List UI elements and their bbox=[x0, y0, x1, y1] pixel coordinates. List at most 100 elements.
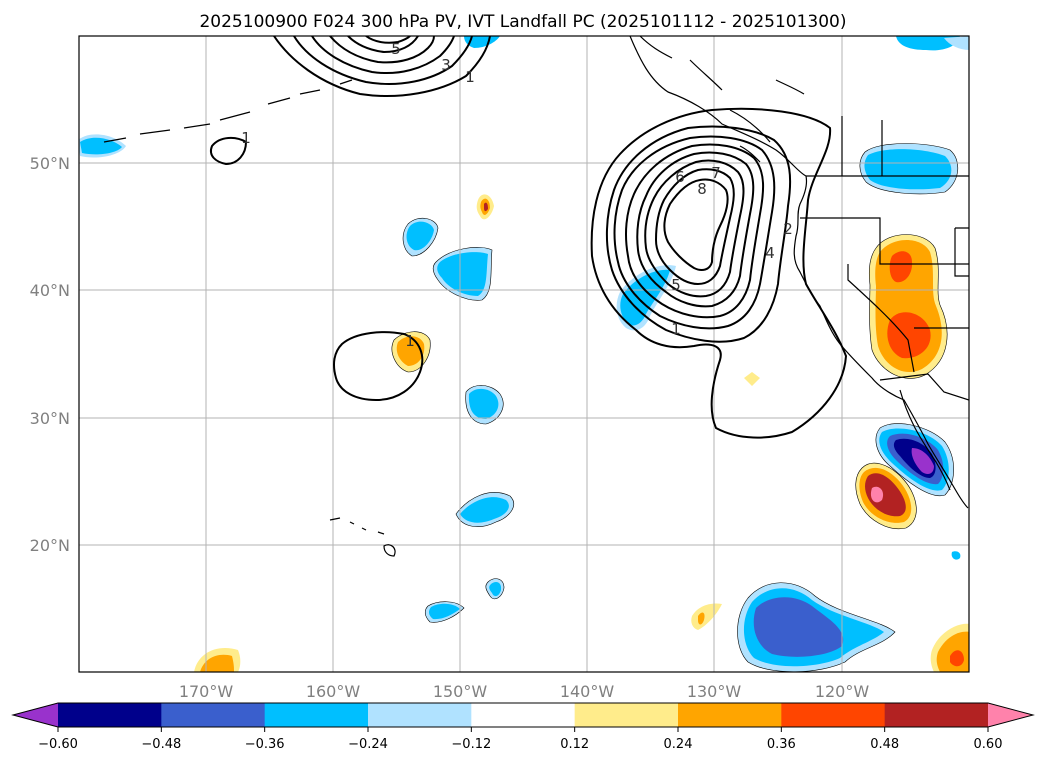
pv-label-1-west: 1 bbox=[241, 129, 251, 147]
border-states-1 bbox=[800, 217, 969, 265]
ivt-region-neg-baja-peak bbox=[911, 448, 934, 474]
chart-title: 2025100900 F024 300 hPa PV, IVT Landfall… bbox=[199, 12, 846, 32]
pv-contour-north-5 bbox=[347, 36, 419, 54]
ivt-outline-baja bbox=[875, 423, 954, 497]
pv-label-1-north: 1 bbox=[465, 68, 475, 86]
pv-contour-loop-small bbox=[210, 136, 248, 166]
ivt-region-neg-d-core bbox=[460, 497, 509, 523]
coastline-baja bbox=[899, 389, 951, 491]
ivt-region-neg-a-core bbox=[406, 221, 434, 251]
ivt-region-neg-top1-edge bbox=[944, 36, 969, 50]
coastlines bbox=[103, 36, 969, 557]
pv-contour-north-3 bbox=[311, 36, 455, 74]
ivt-region-neg-south-core bbox=[753, 597, 844, 657]
pv-label-1-east: 1 bbox=[671, 320, 681, 338]
ivt-region-pos-ca-core1 bbox=[889, 251, 913, 283]
y-tick-labels: 50°N 40°N 30°N 20°N bbox=[30, 154, 70, 555]
pv-contour-labels: 1 1 1 2 4 5 6 7 8 3 1 5 bbox=[241, 40, 793, 350]
ivt-outline-a bbox=[402, 217, 439, 257]
pv-contours bbox=[210, 36, 848, 439]
colorbar-segment bbox=[781, 703, 886, 727]
pv-label-7: 7 bbox=[711, 164, 721, 182]
colorbar-tick-label: 0.36 bbox=[767, 737, 796, 752]
colorbar-tick-label: −0.48 bbox=[141, 737, 181, 752]
ivt-outline-sub bbox=[855, 462, 917, 530]
ivt-region-neg-top1 bbox=[896, 36, 960, 51]
pv-contour-north-4 bbox=[329, 36, 435, 64]
ivt-outline bbox=[391, 143, 958, 672]
pv-label-5-north: 5 bbox=[391, 40, 401, 58]
ivt-outline-c bbox=[465, 385, 504, 425]
colorbar-segment bbox=[471, 703, 576, 727]
pv-contour-5 bbox=[636, 151, 755, 308]
y-tick-label-50n: 50°N bbox=[30, 154, 70, 173]
x-tick-label-160w: 160°W bbox=[306, 682, 361, 701]
colorbar-segment bbox=[574, 703, 679, 727]
colorbar-segment bbox=[58, 703, 162, 727]
ivt-region-pos-sub-peak bbox=[870, 486, 884, 503]
pv-label-2: 2 bbox=[783, 220, 793, 238]
ivt-outline-f bbox=[424, 601, 465, 623]
colorbar-tick-label: −0.24 bbox=[348, 737, 388, 752]
ivt-region-neg-c-core bbox=[468, 388, 499, 419]
colorbar-tick-label: 0.48 bbox=[870, 737, 899, 752]
ivt-region-neg-h-core bbox=[80, 137, 122, 155]
colorbar-ticks: −0.60 −0.48 −0.36 −0.24 −0.12 0.12 0.24 0.36 0.4… bbox=[38, 727, 1002, 752]
y-tick-label-40n: 40°N bbox=[30, 281, 70, 300]
pv-contour-1 bbox=[590, 107, 848, 439]
ivt-shading bbox=[79, 36, 969, 672]
ivt-region-pos-c bbox=[744, 372, 760, 386]
ivt-region-neg-g-core bbox=[489, 582, 502, 597]
colorbar-segment bbox=[884, 703, 989, 727]
ivt-region-pos-d-core bbox=[698, 612, 705, 625]
colorbar-tick-label: −0.12 bbox=[451, 737, 491, 752]
colorbar-extend-min bbox=[13, 703, 58, 727]
ivt-region-pos-e bbox=[200, 654, 234, 672]
aleutian-islands bbox=[103, 79, 353, 143]
colorbar-tick-label: −0.60 bbox=[38, 737, 78, 752]
pv-contour-4 bbox=[625, 143, 765, 319]
x-tick-label-150w: 150°W bbox=[433, 682, 488, 701]
ivt-region-pos-sub-mid bbox=[865, 473, 906, 517]
pv-contour-8 bbox=[663, 178, 729, 271]
pv-label-1-central: 1 bbox=[405, 332, 415, 350]
ivt-region-neg-f-core bbox=[428, 603, 460, 620]
pv-contour-3 bbox=[613, 135, 776, 330]
ivt-region-neg-b-core bbox=[437, 252, 488, 296]
pv-contour-north-6 bbox=[365, 36, 411, 44]
colorbar-segments bbox=[58, 703, 989, 727]
y-tick-label-20n: 20°N bbox=[30, 536, 70, 555]
colorbar-segment bbox=[161, 703, 266, 727]
y-tick-label-30n: 30°N bbox=[30, 409, 70, 428]
pv-contour-6 bbox=[644, 159, 745, 298]
ivt-outline-d bbox=[455, 492, 515, 527]
border-states-6 bbox=[841, 116, 883, 176]
ivt-outline-b bbox=[432, 247, 493, 301]
colorbar-extend-max bbox=[988, 703, 1033, 727]
pv-label-4: 4 bbox=[765, 244, 775, 262]
ivt-outline-south bbox=[737, 582, 896, 672]
colorbar-segment bbox=[264, 703, 369, 727]
x-tick-label-120w: 120°W bbox=[815, 682, 870, 701]
x-tick-labels: 170°W 160°W 150°W 140°W 130°W 120°W bbox=[179, 682, 870, 701]
ivt-region-pos-ca-core2 bbox=[887, 312, 931, 359]
ivt-region-neg-e-core bbox=[620, 269, 670, 326]
colorbar-segment bbox=[368, 703, 472, 727]
border-states-2 bbox=[847, 264, 915, 373]
colorbar-segment bbox=[678, 703, 782, 727]
border-states-3 bbox=[879, 373, 969, 401]
x-tick-label-170w: 170°W bbox=[179, 682, 234, 701]
map-frame bbox=[78, 35, 970, 673]
pv-label-6: 6 bbox=[675, 168, 685, 186]
ivt-outline-ca bbox=[868, 234, 948, 379]
map-panel: 1 1 1 2 4 5 6 7 8 3 1 5 bbox=[79, 36, 969, 672]
pv-contour-7 bbox=[654, 168, 735, 286]
ivt-outline-g bbox=[485, 578, 505, 600]
pv-label-5: 5 bbox=[671, 276, 681, 294]
ivt-region-pos-b-core bbox=[484, 202, 488, 212]
pv-label-8: 8 bbox=[697, 180, 707, 198]
coastline-alaska-islands bbox=[639, 36, 771, 143]
colorbar-tick-label: −0.36 bbox=[245, 737, 285, 752]
canada-coast-islands bbox=[739, 79, 805, 163]
